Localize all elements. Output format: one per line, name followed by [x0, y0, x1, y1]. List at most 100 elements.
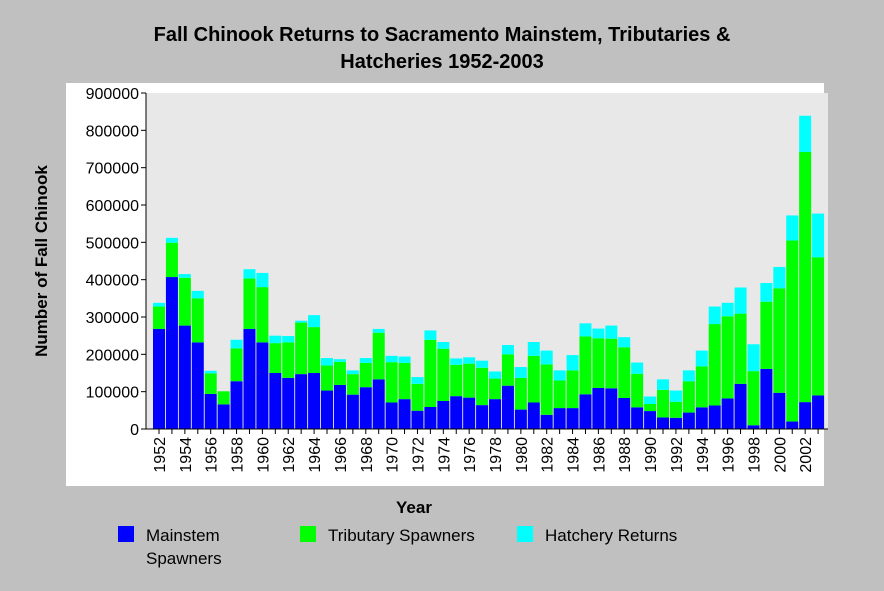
bar-tributary-1984 [566, 370, 579, 409]
bar-mainstem-1952 [153, 328, 166, 429]
bar-tributary-1977 [476, 367, 489, 406]
bar-hatchery-1991 [657, 379, 670, 390]
bar-mainstem-1980 [514, 409, 527, 429]
bar-hatchery-1968 [359, 358, 372, 363]
y-tick-label: 600000 [86, 198, 139, 215]
bar-tributary-1982 [540, 364, 553, 415]
bar-mainstem-1992 [669, 417, 682, 429]
bar-hatchery-1995 [708, 306, 721, 325]
bar-mainstem-1972 [411, 410, 424, 429]
bar-hatchery-1967 [346, 370, 359, 375]
bar-mainstem-1963 [295, 374, 308, 429]
y-tick-label: 500000 [86, 235, 139, 252]
x-tick-label: 1958 [230, 437, 247, 473]
bar-hatchery-1996 [721, 302, 734, 317]
bar-mainstem-1999 [760, 368, 773, 429]
y-tick-label: 200000 [86, 347, 139, 364]
bar-mainstem-1962 [282, 377, 295, 429]
bar-tributary-1999 [760, 301, 773, 369]
bar-tributary-1958 [230, 348, 243, 382]
bar-tributary-1996 [721, 316, 734, 399]
bar-hatchery-1999 [760, 283, 773, 302]
bar-mainstem-1998 [747, 425, 760, 429]
bar-mainstem-1958 [230, 381, 243, 429]
bar-tributary-1997 [734, 313, 747, 384]
bar-tributary-1992 [669, 401, 682, 418]
bar-mainstem-2001 [786, 421, 799, 429]
x-tick-label: 1994 [695, 437, 712, 473]
bar-hatchery-1972 [411, 377, 424, 384]
chart-title-line-1: Fall Chinook Returns to Sacramento Mains… [153, 24, 731, 46]
bar-tributary-1991 [657, 389, 670, 418]
bar-hatchery-1983 [553, 370, 566, 381]
bar-tributary-1983 [553, 380, 566, 409]
legend-swatch-tributary [300, 526, 316, 542]
bar-tributary-1978 [489, 378, 502, 400]
bar-hatchery-1965 [321, 358, 334, 366]
bar-mainstem-1966 [333, 384, 346, 429]
bar-hatchery-1974 [437, 342, 450, 349]
bar-tributary-1952 [153, 306, 166, 329]
bar-hatchery-1966 [333, 359, 346, 362]
x-tick-label: 1982 [540, 437, 557, 473]
y-tick-label: 300000 [86, 310, 139, 327]
bar-mainstem-1995 [708, 405, 721, 429]
bar-hatchery-2001 [786, 215, 799, 241]
bar-hatchery-1986 [592, 328, 605, 339]
x-tick-label: 1998 [746, 437, 763, 473]
bar-mainstem-1981 [527, 402, 540, 429]
bar-mainstem-1976 [463, 397, 476, 429]
bar-mainstem-1960 [256, 342, 269, 429]
bar-tributary-1970 [385, 362, 398, 403]
y-tick-label: 700000 [86, 161, 139, 178]
bar-mainstem-1955 [191, 342, 204, 429]
bar-hatchery-1994 [695, 350, 708, 367]
bar-tributary-1993 [682, 381, 695, 413]
bar-tributary-1974 [437, 348, 450, 401]
x-tick-label: 1986 [591, 437, 608, 473]
y-tick-group: 900000 800000 700000 600000 500000 400000 3000… [86, 86, 146, 439]
bar-tributary-2003 [812, 257, 825, 396]
x-tick-label: 1968 [359, 437, 376, 473]
x-tick-label: 1990 [643, 437, 660, 473]
bar-group [153, 115, 825, 429]
bar-mainstem-1994 [695, 407, 708, 429]
bar-tributary-2001 [786, 240, 799, 422]
x-tick-label: 2002 [798, 437, 815, 473]
bar-tributary-1967 [346, 374, 359, 395]
bar-mainstem-1964 [308, 373, 321, 429]
bar-tributary-1969 [372, 332, 385, 380]
bar-mainstem-2000 [773, 392, 786, 429]
bar-tributary-1963 [295, 322, 308, 375]
x-tick-label: 1966 [333, 437, 350, 473]
bar-mainstem-1954 [178, 325, 191, 429]
bar-hatchery-2000 [773, 266, 786, 289]
bar-mainstem-1970 [385, 402, 398, 429]
bar-mainstem-1982 [540, 414, 553, 429]
bar-hatchery-1978 [489, 371, 502, 379]
bar-hatchery-1971 [398, 356, 411, 363]
bar-hatchery-1958 [230, 339, 243, 349]
bar-mainstem-1967 [346, 394, 359, 429]
bar-tributary-1973 [424, 339, 437, 407]
bar-tributary-1965 [321, 365, 334, 391]
bar-tributary-1971 [398, 362, 411, 400]
bar-tributary-1998 [747, 371, 760, 426]
bar-mainstem-2002 [799, 402, 812, 429]
y-tick-label: 0 [130, 422, 139, 439]
bar-tributary-1986 [592, 338, 605, 388]
bar-mainstem-1991 [657, 417, 670, 429]
bar-tributary-1985 [579, 336, 592, 395]
y-tick-label: 100000 [86, 385, 139, 402]
bar-tributary-1961 [269, 343, 282, 373]
bar-hatchery-1963 [295, 320, 308, 323]
bar-hatchery-1998 [747, 344, 760, 372]
bar-mainstem-1959 [243, 328, 256, 429]
x-tick-label: 1996 [721, 437, 738, 473]
x-tick-label: 1956 [204, 437, 221, 473]
chart-title-line-2: Hatcheries 1952-2003 [340, 51, 544, 73]
bar-mainstem-1997 [734, 383, 747, 429]
bar-mainstem-1993 [682, 412, 695, 429]
bar-mainstem-1978 [489, 399, 502, 429]
x-tick-label: 1984 [566, 437, 583, 473]
